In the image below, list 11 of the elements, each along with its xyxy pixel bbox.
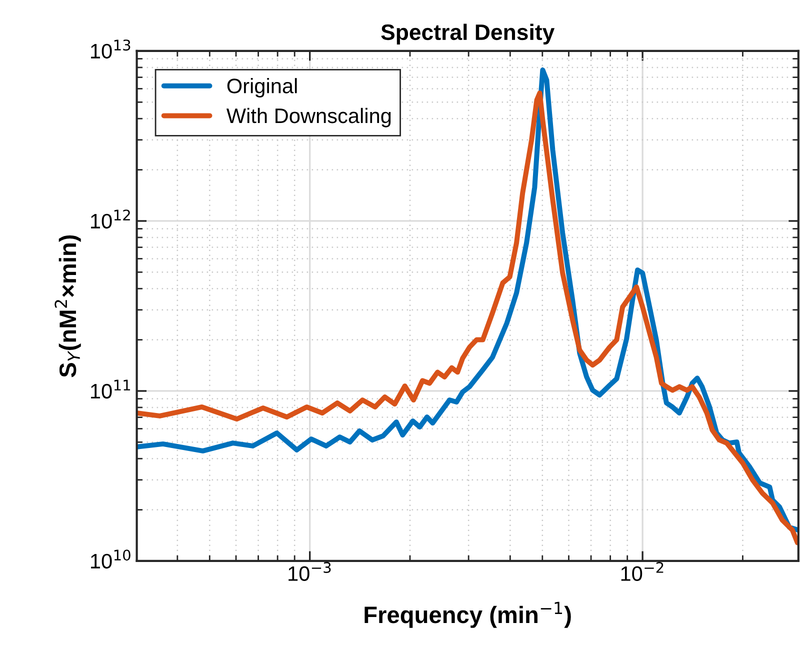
x-tick-label: 10$^{−3}$ [288, 562, 331, 581]
y-tick-label: 10$^{13}$ [91, 40, 130, 59]
y-tick-label: 10$^{11}$ [91, 380, 130, 399]
y-axis-title: S$_{Y}$(nM$^{2}$×min) [54, 235, 81, 378]
legend-label: Original [227, 78, 297, 98]
chart-title: Spectral Density [381, 24, 555, 44]
y-tick-label: 10$^{10}$ [91, 550, 130, 569]
y-tick-label: 10$^{12}$ [91, 210, 130, 229]
x-tick-label: 10$^{−2}$ [621, 562, 664, 581]
x-axis-title: Frequency (min$^{−1}$) [364, 602, 571, 628]
legend-label: With Downscaling [226, 108, 391, 128]
